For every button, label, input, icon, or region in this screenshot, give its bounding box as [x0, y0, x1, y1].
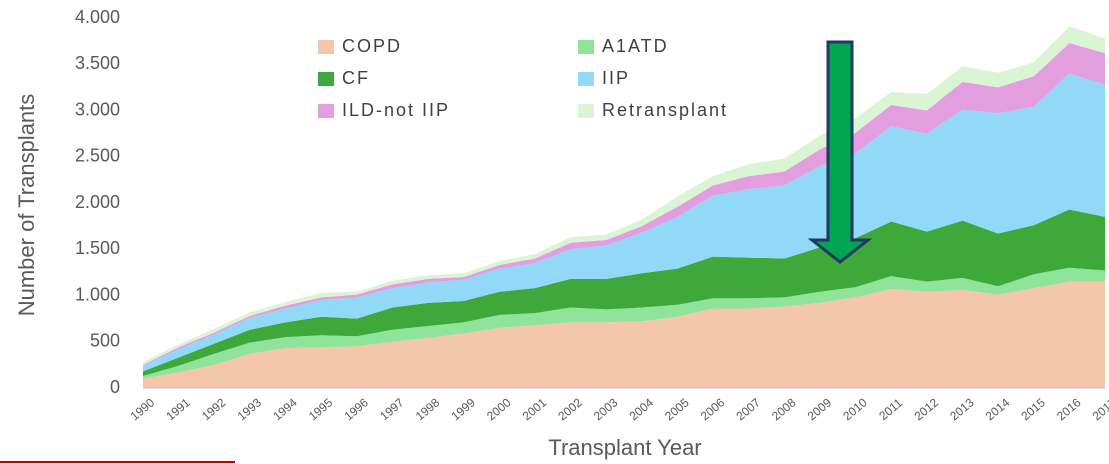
legend-label: ILD-not IIP: [342, 100, 450, 120]
y-tick-label: 2.000: [75, 192, 120, 212]
x-tick-label: 2014: [983, 395, 1013, 423]
x-tick-label: 1996: [342, 395, 372, 423]
legend-label: COPD: [342, 36, 402, 56]
y-axis-title: Number of Transplants: [14, 94, 39, 317]
x-tick-label: 1997: [377, 395, 407, 423]
legend-swatch: [578, 104, 594, 118]
y-tick-label: 4.000: [75, 7, 120, 27]
x-tick-label: 2011: [876, 396, 905, 424]
x-tick-label: 1992: [199, 395, 229, 423]
areas: [143, 26, 1105, 389]
x-tick-label: 2017: [1090, 395, 1109, 423]
legend-label: IIP: [602, 68, 630, 88]
y-tick-label: 3.500: [75, 53, 120, 73]
legend-swatch: [318, 104, 334, 118]
x-tick-label: 1994: [270, 395, 300, 423]
x-tick-label: 2012: [912, 395, 942, 423]
y-tick-label: 0: [110, 377, 120, 397]
x-tick-label: 2013: [947, 395, 977, 423]
x-tick-label: 2010: [840, 395, 870, 423]
x-tick-label: 2016: [1054, 395, 1084, 423]
y-tick-label: 3.000: [75, 99, 120, 119]
area: [143, 281, 1105, 388]
y-tick-label: 500: [90, 331, 120, 351]
legend-swatch: [578, 40, 594, 54]
x-tick-label: 2000: [484, 395, 514, 423]
legend-swatch: [318, 40, 334, 54]
y-tick-label: 1.500: [75, 238, 120, 258]
x-tick-label: 2015: [1018, 395, 1048, 423]
x-tick-label: 2001: [520, 395, 550, 423]
x-tick-label: 1998: [413, 395, 443, 423]
legend-label: Retransplant: [602, 100, 728, 120]
legend-label: A1ATD: [602, 36, 669, 56]
legend-swatch: [318, 72, 334, 86]
x-tick-label: 2008: [769, 395, 799, 423]
x-tick-label: 1999: [448, 395, 478, 423]
area: [143, 209, 1105, 376]
legend-swatch: [578, 72, 594, 86]
y-tick-label: 1.000: [75, 284, 120, 304]
arrow: [807, 40, 873, 264]
x-tick-label: 2005: [662, 395, 692, 423]
x-tick-label: 1993: [235, 395, 265, 423]
y-tick-label: 2.500: [75, 146, 120, 166]
area: [143, 73, 1105, 372]
x-tick-label: 1990: [128, 395, 158, 423]
x-tick-label: 2009: [805, 395, 835, 423]
x-tick-label: 1991: [163, 395, 193, 423]
x-tick-label: 2006: [698, 395, 728, 423]
x-tick-label: 2007: [733, 395, 763, 423]
x-tick-label: 1995: [306, 395, 336, 423]
x-tick-label: 2003: [591, 395, 621, 423]
x-tick-label: 2004: [627, 395, 657, 423]
x-axis-title: Transplant Year: [548, 435, 701, 460]
legend-label: CF: [342, 68, 370, 88]
x-tick-label: 2002: [555, 395, 585, 423]
